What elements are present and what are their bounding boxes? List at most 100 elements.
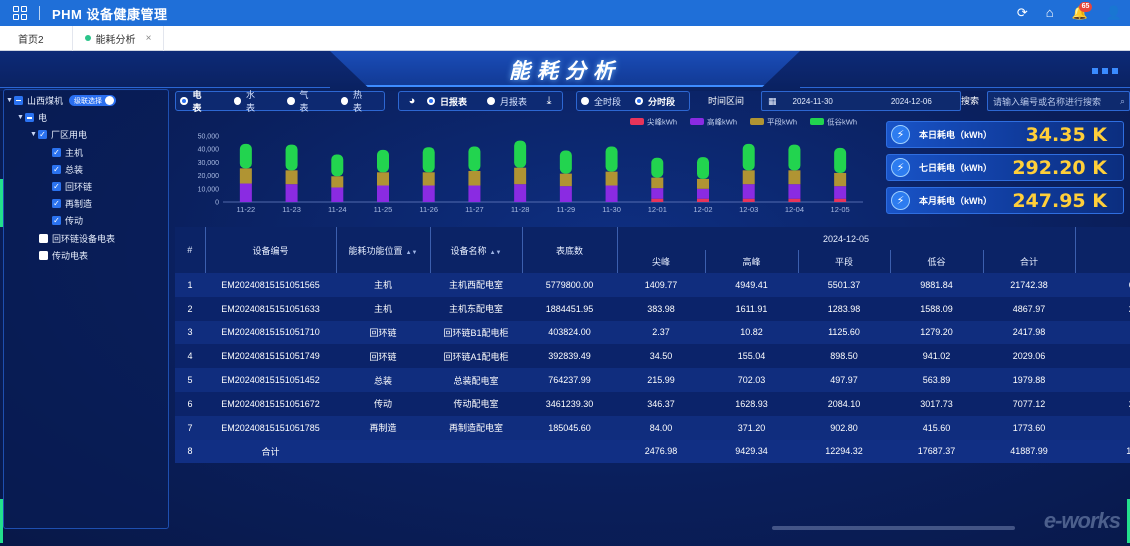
- col-date-group: 2024-12-05: [617, 227, 1076, 250]
- table-cell: 9881.84: [890, 273, 983, 297]
- table-row[interactable]: 5 EM20240815151051452 总装 总装配电室 764237.99 215.…: [175, 368, 1130, 392]
- caret-down-icon[interactable]: ▼: [6, 97, 13, 105]
- tree-node-loop-meter[interactable]: 回环链设备电表: [4, 230, 168, 247]
- table-cell: 2073.48: [1075, 391, 1130, 416]
- radio-gas[interactable]: 气表: [287, 88, 317, 114]
- col-location[interactable]: 能耗功能位置 ▲▼: [336, 227, 431, 273]
- date-range-picker[interactable]: ▦ 2024-11-30 2024-12-06: [761, 91, 961, 111]
- table-cell: 1773.60: [983, 415, 1076, 440]
- table-cell: EM20240815151051710: [205, 320, 336, 345]
- table-cell: [336, 439, 430, 464]
- checkbox[interactable]: [14, 96, 23, 106]
- table-cell: 主机: [336, 296, 430, 321]
- radio-heat[interactable]: 热表: [340, 88, 371, 114]
- table-row[interactable]: 2 EM20240815151051633 主机 主机东配电室 1884451.95 38…: [175, 296, 1130, 321]
- tab-energy-analysis[interactable]: 能耗分析 ×: [73, 25, 165, 51]
- radio-all-time[interactable]: 全时段: [581, 95, 621, 108]
- checkbox[interactable]: [39, 250, 48, 260]
- tree-node-host[interactable]: ✓ 主机: [4, 144, 168, 161]
- checkbox[interactable]: ✓: [52, 164, 61, 174]
- sort-icon[interactable]: ▲▼: [489, 249, 502, 256]
- bell-icon[interactable]: 🔔 65: [1072, 0, 1093, 26]
- edge-accent: [1127, 499, 1130, 543]
- table-cell: 383.98: [617, 296, 705, 321]
- bar-segment: [331, 176, 344, 188]
- table-cell: 764237.99: [522, 368, 617, 392]
- bar-segment: [605, 146, 618, 172]
- bar-segment: [742, 143, 755, 171]
- caret-down-icon[interactable]: ▼: [30, 131, 37, 139]
- tab-label: 首页2: [18, 34, 44, 46]
- table-row[interactable]: 1 EM20240815151051565 主机 主机西配电室 5779800.00 14…: [175, 273, 1130, 297]
- apps-grid-icon[interactable]: [13, 6, 27, 20]
- table-cell: 1279.20: [890, 320, 983, 345]
- radio-water[interactable]: 水表: [233, 88, 264, 114]
- caret-down-icon[interactable]: ▼: [17, 114, 24, 122]
- table-cell: 41887.99: [983, 439, 1076, 464]
- checkbox[interactable]: ✓: [52, 216, 61, 226]
- x-tick-label: 12-05: [831, 205, 850, 214]
- checkbox[interactable]: ✓: [38, 130, 47, 140]
- cascade-toggle[interactable]: 级联选择: [69, 95, 117, 107]
- close-icon[interactable]: ×: [145, 32, 152, 44]
- radio-daily[interactable]: 日报表: [427, 95, 467, 108]
- search-input[interactable]: 请输入编号或名称进行搜索 ⌕: [987, 91, 1130, 111]
- bar-segment: [514, 184, 527, 202]
- table-row[interactable]: 4 EM20240815151051749 回环链 回环链A1配电柜 392839.49…: [175, 344, 1130, 369]
- tree-node-transmission[interactable]: ✓ 传动: [4, 212, 168, 229]
- table-cell: 总装: [336, 368, 430, 392]
- table-cell: 2244.85: [1075, 296, 1130, 321]
- tree-node-plant-power[interactable]: ▼ ✓ 厂区用电: [4, 126, 168, 143]
- tree-node-electric[interactable]: ▼ 电: [4, 109, 168, 126]
- start-date[interactable]: 2024-11-30: [792, 96, 833, 106]
- sort-icon[interactable]: ▲▼: [405, 249, 418, 256]
- table-row[interactable]: 3 EM20240815151051710 回环链 回环链B1配电柜 403824.00…: [175, 320, 1130, 345]
- col-peak-next: 尖峰: [1075, 250, 1130, 273]
- bar-segment: [605, 185, 618, 202]
- table-cell: 3: [175, 320, 205, 345]
- checkbox[interactable]: ✓: [52, 182, 61, 192]
- col-device-name[interactable]: 设备名称 ▲▼: [430, 227, 523, 273]
- bar-segment: [514, 167, 527, 185]
- table-cell: 2417.98: [983, 320, 1076, 345]
- table-row[interactable]: 6 EM20240815151051672 传动 传动配电室 3461239.30 346…: [175, 391, 1130, 416]
- table-cell: 5: [175, 368, 205, 392]
- user-icon[interactable]: 👤: [1105, 5, 1122, 20]
- active-dot-icon: [84, 35, 91, 41]
- table-row[interactable]: 7 EM20240815151051785 再制造 再制造配电室 185045.60 84…: [175, 415, 1130, 440]
- x-tick-label: 12-02: [693, 205, 712, 214]
- checkbox[interactable]: ✓: [52, 147, 61, 157]
- col-next-group: [1075, 227, 1130, 250]
- bar-segment: [331, 154, 344, 177]
- x-tick-label: 11-28: [511, 205, 530, 214]
- checkbox[interactable]: [25, 113, 34, 123]
- data-table: # 设备编号 能耗功能位置 ▲▼ 设备名称 ▲▼ 表底数 2024-12-05 尖峰…: [175, 227, 1130, 464]
- kpi-value: 34.35 K: [1025, 124, 1107, 146]
- kpi-label: 本日耗电（kWh）: [919, 130, 992, 140]
- radio-monthly[interactable]: 月报表: [487, 95, 527, 108]
- end-date[interactable]: 2024-12-06: [890, 96, 932, 106]
- tab-home[interactable]: 首页2: [0, 25, 73, 51]
- refresh-icon[interactable]: ⟳: [1016, 5, 1028, 20]
- checkbox[interactable]: [39, 233, 48, 243]
- table-cell: 10.82: [705, 320, 798, 345]
- radio-electric[interactable]: 电表: [180, 88, 210, 114]
- horizontal-scrollbar[interactable]: [772, 526, 1015, 530]
- tree-node-remanufacture[interactable]: ✓ 再制造: [4, 195, 168, 212]
- bar-segment: [788, 144, 801, 171]
- tree-node-loop-chain[interactable]: ✓ 回环链: [4, 178, 168, 195]
- home-icon[interactable]: ⌂: [1045, 5, 1054, 20]
- tree-node-transmission-meter[interactable]: 传动电表: [4, 247, 168, 264]
- table-cell: 1979.88: [983, 368, 1076, 392]
- search-icon[interactable]: ⌕: [1119, 95, 1125, 106]
- tree-node-root[interactable]: ▼ 山西煤机 级联选择: [4, 92, 168, 109]
- radio-label: 分时段: [648, 96, 676, 107]
- table-total-row[interactable]: 8 合计 2476.98 9429.34 12294.32 17687.37 41887.9…: [175, 439, 1130, 464]
- download-icon[interactable]: ⤓: [546, 94, 552, 107]
- tree-node-assembly[interactable]: ✓ 总装: [4, 161, 168, 178]
- checkbox[interactable]: ✓: [52, 199, 61, 209]
- x-tick-label: 12-01: [648, 205, 667, 214]
- radio-split-time[interactable]: 分时段: [635, 95, 675, 108]
- pie-chart-icon[interactable]: ◕: [408, 95, 416, 107]
- radio-label: 气表: [299, 90, 309, 113]
